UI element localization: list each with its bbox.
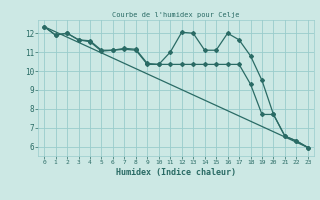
X-axis label: Humidex (Indice chaleur): Humidex (Indice chaleur)	[116, 168, 236, 177]
Title: Courbe de l'humidex pour Celje: Courbe de l'humidex pour Celje	[112, 12, 240, 18]
